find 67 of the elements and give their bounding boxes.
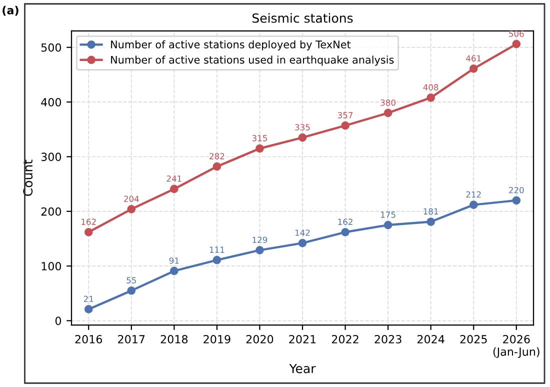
point bbox=[84, 305, 93, 314]
data-label: 181 bbox=[424, 208, 438, 215]
x-tick-label: 2019 bbox=[204, 335, 230, 344]
x-tick-label: 2018 bbox=[160, 335, 188, 344]
data-label: 220 bbox=[509, 186, 524, 194]
point bbox=[298, 133, 307, 142]
x-tick-label: 2026 (Jan-Jun) bbox=[493, 335, 540, 358]
point bbox=[469, 200, 478, 209]
x-tick-label: 2021 bbox=[289, 335, 316, 344]
y-tick-label: 500 bbox=[41, 43, 62, 52]
point bbox=[341, 121, 350, 130]
point bbox=[469, 64, 478, 73]
y-tick-label: 0 bbox=[55, 316, 62, 326]
point bbox=[127, 286, 136, 295]
data-label: 142 bbox=[295, 230, 310, 236]
point bbox=[426, 218, 435, 226]
data-label: 506 bbox=[509, 30, 524, 37]
data-label: 21 bbox=[84, 296, 94, 302]
point bbox=[256, 144, 264, 153]
data-label: 357 bbox=[338, 112, 353, 118]
x-tick-label: 2024 bbox=[418, 335, 444, 344]
point bbox=[384, 108, 392, 118]
x-axis-title: Year bbox=[289, 364, 316, 374]
point bbox=[512, 40, 521, 48]
legend-label: Number of active stations deployed by TexNet bbox=[111, 40, 351, 50]
point bbox=[170, 184, 178, 194]
point bbox=[256, 246, 264, 254]
y-tick-label: 200 bbox=[41, 207, 62, 216]
data-label: 408 bbox=[423, 84, 438, 90]
data-label: 204 bbox=[124, 196, 139, 202]
y-tick-label: 300 bbox=[41, 152, 62, 162]
data-label: 162 bbox=[82, 218, 96, 225]
point bbox=[84, 228, 93, 236]
x-tick-label: 2016 bbox=[75, 335, 102, 344]
data-label: 380 bbox=[380, 99, 396, 106]
y-axis-title: Count bbox=[23, 160, 33, 196]
x-tick-label: 2025 bbox=[460, 335, 487, 344]
text: (a) bbox=[2, 6, 18, 16]
data-label: 55 bbox=[126, 277, 136, 284]
data-label: 175 bbox=[381, 212, 396, 218]
data-label: 162 bbox=[338, 218, 352, 225]
chart-title: Seismic stations bbox=[252, 13, 353, 23]
point bbox=[512, 196, 521, 205]
point bbox=[212, 162, 222, 171]
point bbox=[341, 228, 350, 236]
data-label: 111 bbox=[210, 246, 224, 253]
data-label: 461 bbox=[466, 55, 481, 62]
point bbox=[384, 220, 392, 230]
y-tick-label: 400 bbox=[41, 98, 62, 106]
data-label: 91 bbox=[169, 257, 179, 264]
x-tick-label: 2020 bbox=[246, 335, 274, 344]
x-tick-label: 2017 bbox=[118, 335, 145, 344]
point bbox=[170, 266, 178, 276]
data-label: 241 bbox=[166, 175, 182, 182]
data-label: 315 bbox=[252, 135, 267, 142]
data-label: 282 bbox=[210, 153, 224, 160]
data-label: 335 bbox=[295, 124, 310, 130]
data-label: 212 bbox=[466, 191, 481, 198]
point bbox=[127, 205, 136, 214]
x-tick-label: 2022 bbox=[332, 335, 358, 344]
y-tick-label: 100 bbox=[42, 262, 62, 270]
legend-label: Number of active stations used in earthquake analysis bbox=[111, 56, 394, 66]
data-label: 129 bbox=[252, 236, 268, 244]
point bbox=[426, 93, 435, 102]
point bbox=[212, 256, 222, 264]
point bbox=[298, 238, 307, 248]
x-tick-label: 2023 bbox=[374, 335, 402, 344]
